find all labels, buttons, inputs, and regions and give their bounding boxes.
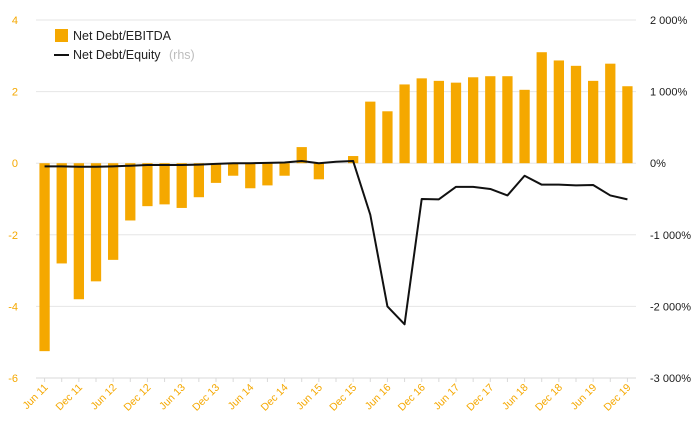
x-tick-label: Jun 17 — [431, 382, 462, 413]
x-tick-label: Dec 16 — [396, 382, 428, 414]
legend-bar-label: Net Debt/EBITDA — [73, 29, 172, 43]
x-tick-label: Dec 19 — [602, 382, 634, 414]
bar-mark — [553, 60, 564, 164]
bar-mark — [296, 147, 307, 164]
x-tick-label: Jun 14 — [226, 382, 257, 413]
bar-mark — [622, 86, 633, 164]
bar-mark — [142, 163, 153, 207]
x-tick-label: Jun 19 — [568, 382, 599, 413]
legend-line-suffix: (rhs) — [169, 48, 195, 62]
x-tick-label: Dec 15 — [327, 382, 359, 414]
legend-line-label-group: Net Debt/Equity (rhs) — [73, 46, 195, 63]
right-tick-label: 0% — [650, 158, 666, 170]
left-tick-label: -6 — [8, 373, 18, 385]
bar-mark — [570, 65, 582, 164]
x-axis: Jun 11 Dec 11 Jun 12 Dec 12 Jun 13 Dec 13 Jun … — [20, 377, 636, 414]
right-tick-label: 2 000% — [650, 15, 688, 27]
bar-mark — [588, 80, 599, 164]
x-tick-label: Jun 18 — [500, 382, 531, 413]
bar-mark — [228, 163, 239, 176]
bar-mark — [39, 163, 50, 352]
x-tick-label: Jun 15 — [294, 382, 325, 413]
left-tick-label: 4 — [12, 15, 18, 27]
x-tick-label: Dec 13 — [190, 382, 222, 414]
bar-mark — [365, 101, 376, 164]
bar-mark — [382, 111, 393, 164]
bar-mark — [416, 78, 427, 164]
bar-mark — [348, 156, 359, 164]
x-tick-label: Dec 11 — [54, 382, 86, 414]
line-series — [44, 160, 628, 326]
x-tick-label: Dec 12 — [122, 382, 154, 414]
bar-mark — [73, 163, 84, 300]
bar-mark — [159, 163, 170, 205]
bar-mark — [193, 163, 204, 198]
x-tick-label: Jun 13 — [157, 382, 188, 413]
bar-mark — [468, 77, 479, 164]
left-axis: 4 2 0 -2 -4 -6 — [8, 15, 18, 385]
bar-mark — [90, 163, 102, 282]
bar-mark — [502, 76, 513, 164]
bar-mark — [536, 52, 547, 164]
bar-mark — [262, 163, 273, 186]
left-tick-label: -4 — [8, 301, 18, 313]
left-tick-label: 2 — [12, 87, 18, 99]
x-tick-label: Jun 12 — [88, 382, 119, 413]
legend: Net Debt/EBITDA Net Debt/Equity (rhs) — [54, 29, 195, 63]
x-tick-label: Dec 18 — [533, 382, 565, 414]
x-tick-label: Jun 16 — [363, 382, 394, 413]
right-tick-label: -1 000% — [650, 230, 691, 242]
left-tick-label: 0 — [12, 158, 18, 170]
right-tick-label: -2 000% — [650, 301, 691, 313]
right-tick-label: -3 000% — [650, 373, 691, 385]
bar-mark — [399, 84, 410, 164]
bar-mark — [485, 76, 496, 164]
bar-mark — [605, 63, 616, 164]
legend-line-label: Net Debt/Equity — [73, 48, 161, 62]
bar-mark — [210, 163, 222, 183]
bar-mark — [313, 163, 324, 180]
bar-mark — [245, 163, 256, 189]
bar-mark — [176, 163, 187, 208]
legend-bar-swatch — [55, 29, 68, 42]
bar-mark — [450, 82, 462, 164]
x-tick-label: Jun 11 — [20, 382, 50, 412]
bar-mark — [125, 163, 136, 221]
bar-mark — [56, 163, 67, 264]
bar-mark — [519, 89, 530, 164]
right-axis: 2 000% 1 000% 0% -1 000% -2 000% -3 000% — [650, 15, 691, 385]
bar-mark — [433, 80, 444, 164]
x-tick-label: Dec 14 — [259, 382, 291, 414]
bar-mark — [108, 163, 119, 260]
left-tick-label: -2 — [8, 230, 18, 242]
right-tick-label: 1 000% — [650, 87, 688, 99]
bar-series — [39, 52, 633, 352]
line-path — [44, 160, 628, 326]
x-tick-label: Dec 17 — [464, 382, 496, 414]
bar-mark — [279, 163, 290, 176]
